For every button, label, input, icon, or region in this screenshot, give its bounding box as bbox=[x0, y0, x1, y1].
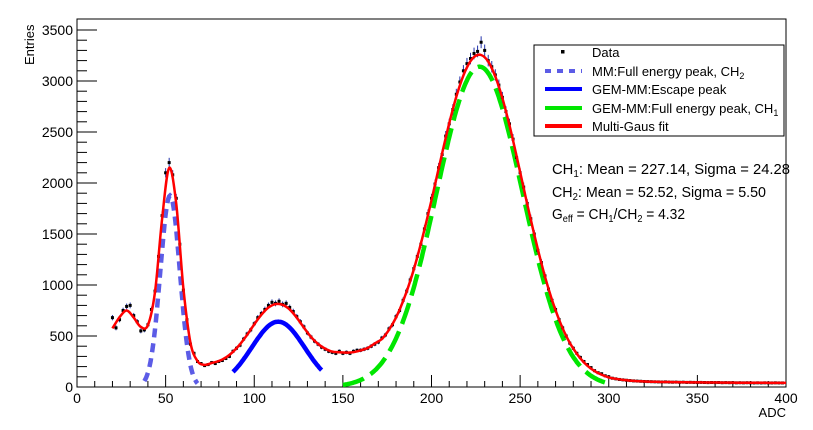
legend-label-text: MM:Full energy peak, CH bbox=[592, 64, 739, 79]
fit-stat-line: CH2: Mean = 52.52, Sigma = 5.50 bbox=[552, 184, 766, 203]
component-curve bbox=[231, 319, 324, 374]
x-tick-label: 400 bbox=[774, 390, 798, 406]
y-tick-label: 1500 bbox=[42, 226, 73, 242]
data-point bbox=[461, 69, 465, 73]
data-point bbox=[164, 171, 168, 175]
data-point bbox=[472, 51, 476, 55]
fit-curve bbox=[111, 53, 786, 385]
stat-text: : Mean = 227.14, Sigma = 24.28 bbox=[579, 161, 790, 178]
y-tick-label: 500 bbox=[50, 328, 74, 344]
legend-label-text: GEM-MM:Escape peak bbox=[592, 82, 727, 97]
stat-text: CH bbox=[552, 161, 573, 178]
stat-text: G bbox=[552, 206, 563, 223]
data-point bbox=[132, 314, 136, 318]
legend-label: Data bbox=[592, 45, 620, 60]
data-point bbox=[121, 309, 125, 312]
stat-text: : Mean = 52.52, Sigma = 5.50 bbox=[578, 184, 766, 201]
legend-marker-data bbox=[561, 50, 565, 54]
y-tick-label: 2000 bbox=[42, 175, 73, 191]
data-point bbox=[118, 318, 122, 322]
y-tick-label: 1000 bbox=[42, 277, 73, 293]
x-tick-label: 0 bbox=[73, 390, 81, 406]
y-tick-label: 3500 bbox=[42, 22, 73, 38]
data-point bbox=[288, 305, 292, 309]
data-point bbox=[284, 301, 288, 305]
legend-label-subscript: 2 bbox=[739, 71, 744, 81]
data-point bbox=[110, 316, 114, 320]
legend-label-text: Multi-Gaus fit bbox=[592, 119, 669, 134]
stat-text: = 4.32 bbox=[642, 206, 685, 223]
x-tick-label: 150 bbox=[331, 390, 355, 406]
y-tick-label: 3000 bbox=[42, 73, 73, 89]
stat-subscript: 1 bbox=[608, 214, 614, 225]
stat-subscript: 1 bbox=[573, 169, 579, 180]
data-point bbox=[114, 326, 118, 330]
legend-label-text: GEM-MM:Full energy peak, CH bbox=[592, 101, 773, 116]
stat-subscript: 2 bbox=[637, 214, 643, 225]
legend-label: MM:Full energy peak, CH2 bbox=[592, 64, 744, 81]
data-point bbox=[483, 48, 487, 52]
x-tick-label: 300 bbox=[597, 390, 621, 406]
legend-label-subscript: 1 bbox=[773, 108, 778, 118]
data-point bbox=[277, 299, 281, 303]
data-point bbox=[270, 300, 274, 304]
data-point bbox=[128, 303, 132, 307]
data-point bbox=[479, 40, 483, 44]
x-tick-label: 350 bbox=[686, 390, 710, 406]
stat-text: /CH bbox=[614, 206, 638, 223]
stat-text: = CH bbox=[573, 206, 609, 223]
legend-label: GEM-MM:Full energy peak, CH1 bbox=[592, 101, 778, 118]
legend-label: Multi-Gaus fit bbox=[592, 119, 669, 134]
stat-subscript: 2 bbox=[573, 192, 579, 203]
x-tick-label: 50 bbox=[158, 390, 174, 406]
data-point bbox=[139, 329, 143, 333]
legend-label-text: Data bbox=[592, 45, 620, 60]
data-point bbox=[468, 57, 472, 61]
plot-area: 0 50 100 150 200 250 300 350 400 0 500 1000 1500 2000… bbox=[42, 18, 798, 406]
x-axis-title: ADC bbox=[759, 405, 786, 420]
legend-label: GEM-MM:Escape peak bbox=[592, 82, 727, 97]
data-point bbox=[465, 62, 469, 66]
y-tick-label: 2500 bbox=[42, 124, 73, 140]
fit-stat-line: Geff = CH1/CH2 = 4.32 bbox=[552, 206, 685, 225]
data-point bbox=[266, 303, 270, 307]
component-curve bbox=[142, 192, 200, 385]
x-tick-label: 100 bbox=[243, 390, 267, 406]
stat-text: CH bbox=[552, 184, 573, 201]
x-tick-label: 250 bbox=[508, 390, 532, 406]
fit-stat-line: CH1: Mean = 227.14, Sigma = 24.28 bbox=[552, 161, 790, 180]
y-axis-title: Entries bbox=[22, 24, 37, 65]
data-point bbox=[476, 49, 480, 53]
stat-subscript: eff bbox=[563, 214, 573, 225]
data-point bbox=[213, 362, 217, 366]
data-point bbox=[167, 161, 171, 165]
x-tick-label: 200 bbox=[420, 390, 444, 406]
y-tick-label: 0 bbox=[65, 379, 73, 395]
data-point bbox=[125, 304, 129, 308]
